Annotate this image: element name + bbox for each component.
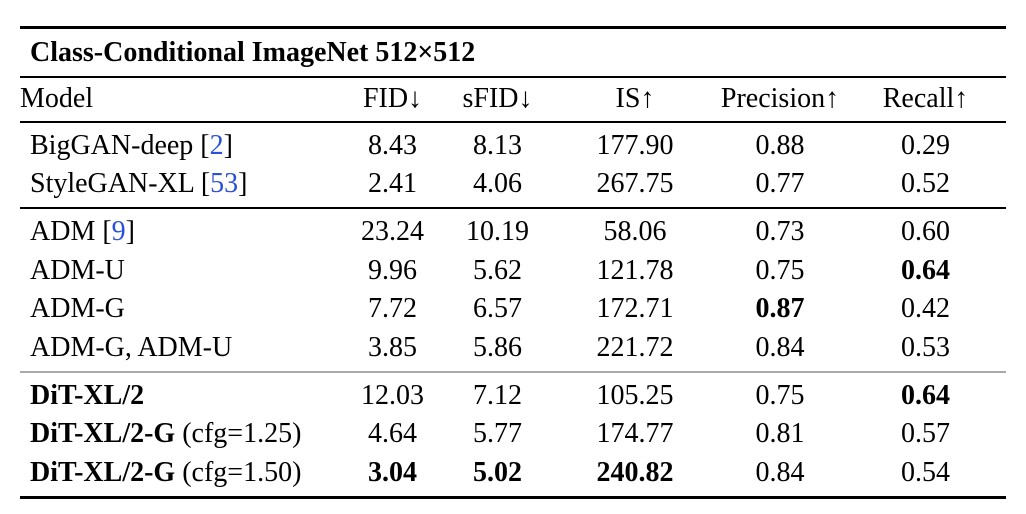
model-cell: BigGAN-deep [2]	[30, 129, 233, 161]
model-cell: ADM-G	[20, 290, 345, 328]
column-header-fid: FID↓	[362, 83, 423, 115]
metric-value-cell: 0.77	[755, 168, 805, 200]
metric-value-cell: 6.57	[473, 293, 522, 325]
metric-value-cell: 2.41	[368, 168, 417, 200]
model-name: DiT-XL/2-G	[30, 418, 176, 450]
metric-value-cell: 12.03	[361, 379, 424, 411]
metric-value-cell: 0.57	[901, 418, 950, 450]
table-row: BigGAN-deep [2] 8.43 8.13 177.90 0.88 0.29	[20, 122, 1006, 165]
metric-value-cell: 0.75	[755, 379, 805, 411]
table-row: ADM-G 7.72 6.57 172.71 0.87 0.42	[20, 290, 1006, 328]
column-header-model: Model	[20, 83, 94, 115]
model-name: DiT-XL/2-G	[30, 456, 176, 488]
metric-value-cell: 5.86	[473, 331, 522, 363]
model-name: DiT-XL/2	[30, 379, 145, 411]
citation-link[interactable]: 9	[111, 216, 126, 248]
metric-value-cell: 177.90	[596, 129, 674, 161]
model-name: BigGAN-deep	[30, 129, 194, 161]
group-dit-models: DiT-XL/2 12.03 7.12 105.25 0.75 0.64 DiT-XL/2-…	[20, 371, 1006, 498]
metric-value-cell: 4.06	[473, 168, 522, 200]
table-row: DiT-XL/2-G (cfg=1.25) 4.64 5.77 174.77 0.81 0…	[20, 415, 1006, 453]
citation-link[interactable]: 2	[209, 129, 224, 161]
metric-value-cell: 0.75	[755, 254, 805, 286]
metric-value-cell: 172.71	[596, 293, 674, 325]
metric-value-cell: 0.52	[901, 168, 950, 200]
metric-value-cell: 267.75	[596, 168, 674, 200]
column-header-recall: Recall↑	[882, 83, 969, 115]
benchmark-results-table: Class-Conditional ImageNet 512×512 Model…	[20, 26, 1006, 499]
metric-value-cell: 0.64	[901, 254, 950, 286]
metric-value-cell: 0.81	[755, 418, 805, 450]
table-header-row: Model FID↓ sFID↓ IS↑ Precision↑ Recall↑	[20, 77, 1006, 122]
model-name: StyleGAN-XL	[30, 168, 194, 200]
metric-value-cell: 0.29	[901, 129, 950, 161]
metric-value-cell: 3.04	[368, 456, 417, 488]
metric-value-cell: 23.24	[361, 216, 424, 248]
column-header-is: IS↑	[615, 83, 655, 115]
metric-value-cell: 0.54	[901, 456, 950, 488]
table-row: ADM-U 9.96 5.62 121.78 0.75 0.64	[20, 252, 1006, 290]
metric-value-cell: 7.72	[368, 293, 417, 325]
metric-value-cell: 0.42	[901, 293, 950, 325]
table-head: Class-Conditional ImageNet 512×512 Model…	[20, 28, 1006, 122]
metric-value-cell: 5.77	[473, 418, 522, 450]
metric-value-cell: 5.62	[473, 254, 522, 286]
table-title: Class-Conditional ImageNet 512×512	[30, 37, 476, 68]
metric-value-cell: 0.84	[755, 456, 805, 488]
model-cell: DiT-XL/2-G (cfg=1.25)	[20, 415, 345, 453]
metric-value-cell: 121.78	[596, 254, 674, 286]
metric-value-cell: 8.43	[368, 129, 417, 161]
column-header-sfid: sFID↓	[462, 83, 533, 115]
metric-value-cell: 174.77	[596, 418, 674, 450]
model-cell: DiT-XL/2	[20, 372, 345, 415]
citation-link[interactable]: 53	[210, 168, 239, 200]
model-cell: ADM-G, ADM-U	[20, 329, 345, 372]
model-cell: StyleGAN-XL [53]	[30, 168, 248, 200]
metric-value-cell: 7.12	[473, 379, 522, 411]
column-header-precision: Precision↑	[720, 83, 840, 115]
metric-value-cell: 4.64	[368, 418, 417, 450]
metric-value-cell: 0.64	[901, 379, 950, 411]
group-adm-baselines: ADM [9] 23.24 10.19 58.06 0.73 0.60 ADM-U 9.96 5…	[20, 208, 1006, 371]
metric-value-cell: 0.53	[901, 331, 950, 363]
metric-value-cell: 0.60	[901, 216, 950, 248]
table-row: ADM [9] 23.24 10.19 58.06 0.73 0.60	[20, 208, 1006, 251]
metric-value-cell: 5.02	[473, 456, 522, 488]
metric-value-cell: 0.84	[755, 331, 805, 363]
model-config-note: (cfg=1.25)	[175, 418, 302, 450]
model-cell: ADM-U	[20, 252, 345, 290]
model-cell: ADM [9]	[30, 216, 135, 248]
model-name: ADM	[30, 216, 96, 248]
metric-value-cell: 58.06	[603, 216, 667, 248]
metric-value-cell: 0.87	[755, 293, 805, 325]
metric-value-cell: 0.88	[755, 129, 805, 161]
metric-value-cell: 105.25	[596, 379, 674, 411]
table-row: StyleGAN-XL [53] 2.41 4.06 267.75 0.77 0.52	[20, 165, 1006, 208]
model-config-note: (cfg=1.50)	[175, 456, 302, 488]
model-name: ADM-G, ADM-U	[30, 331, 233, 363]
model-name: ADM-U	[30, 254, 125, 286]
table-row: DiT-XL/2 12.03 7.12 105.25 0.75 0.64	[20, 372, 1006, 415]
metric-value-cell: 240.82	[596, 456, 674, 488]
metric-value-cell: 10.19	[466, 216, 529, 248]
metric-value-cell: 9.96	[368, 254, 417, 286]
metric-value-cell: 8.13	[473, 129, 522, 161]
metric-value-cell: 3.85	[368, 331, 417, 363]
table-row: DiT-XL/2-G (cfg=1.50) 3.04 5.02 240.82 0.84 0…	[20, 454, 1006, 498]
metric-value-cell: 221.72	[596, 331, 674, 363]
table-title-row: Class-Conditional ImageNet 512×512	[20, 28, 1006, 78]
model-name: ADM-G	[30, 293, 125, 325]
group-gan-baselines: BigGAN-deep [2] 8.43 8.13 177.90 0.88 0.29 Sty…	[20, 122, 1006, 209]
table-row: ADM-G, ADM-U 3.85 5.86 221.72 0.84 0.53	[20, 329, 1006, 372]
model-cell: DiT-XL/2-G (cfg=1.50)	[20, 454, 345, 498]
metric-value-cell: 0.73	[755, 216, 805, 248]
